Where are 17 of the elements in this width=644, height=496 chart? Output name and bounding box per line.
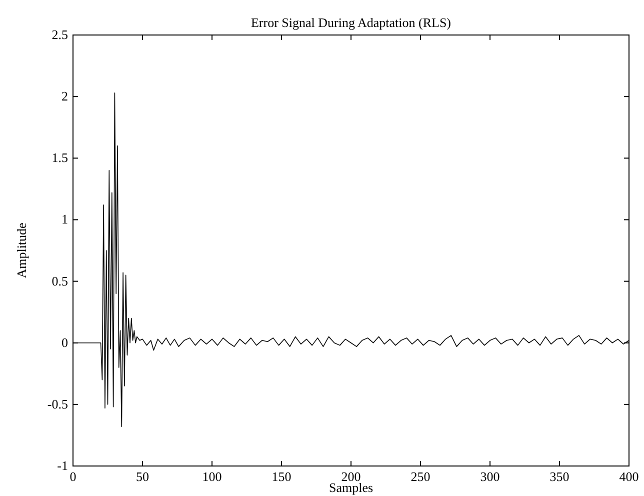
y-tick-label: 2.5 [52,27,68,42]
x-tick-label: 50 [136,469,149,484]
x-tick-label: 250 [410,469,430,484]
y-tick-label: 1 [62,212,68,227]
y-tick-label: 0.5 [52,273,68,288]
x-tick-label: 100 [202,469,222,484]
y-tick-label: -1 [57,458,68,473]
chart-title: Error Signal During Adaptation (RLS) [250,15,452,30]
x-tick-label: 400 [619,469,639,484]
y-tick-label: 0 [62,334,68,350]
x-tick-label: 150 [272,469,292,484]
y-tick-label: 1.5 [52,150,68,166]
x-tick-label: 300 [480,469,500,484]
y-axis-title: Amplitude [14,222,29,278]
y-tick-label: -0.5 [47,396,68,412]
y-tick-label: 2 [62,88,68,104]
x-tick-label: 350 [550,469,570,484]
